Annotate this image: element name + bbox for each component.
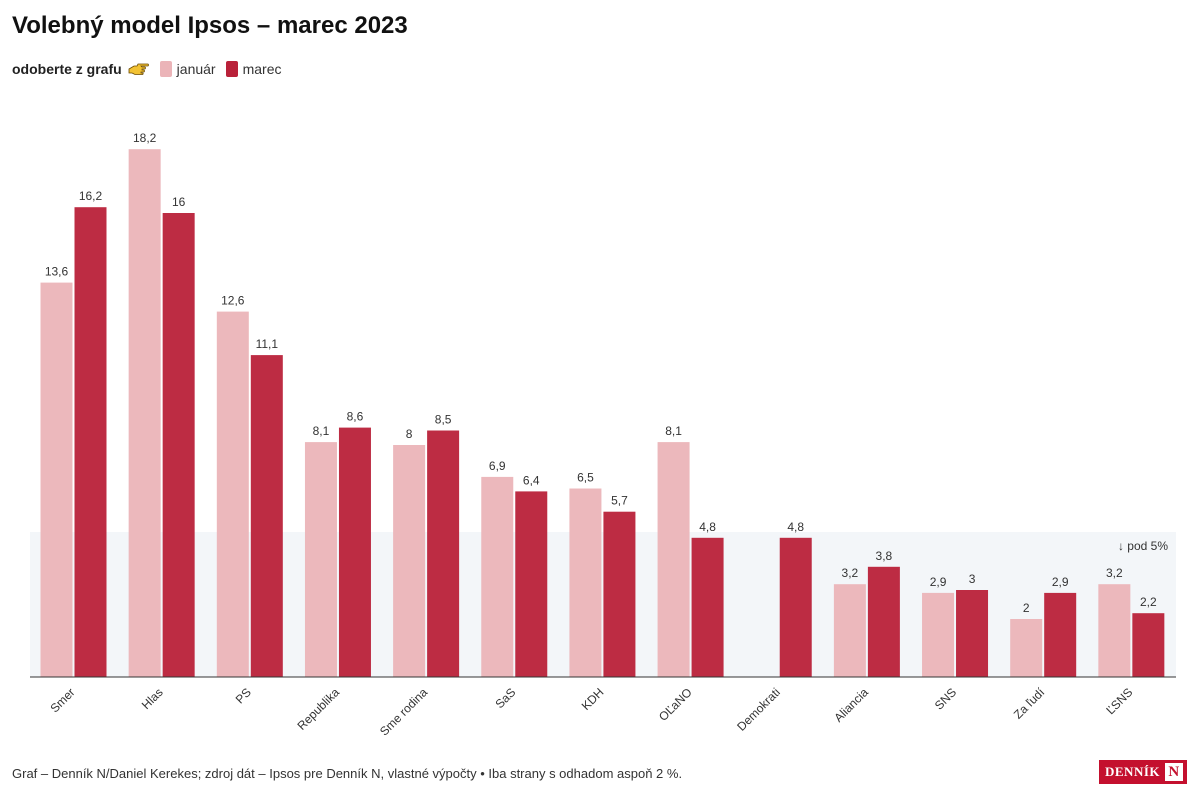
bar-januar xyxy=(40,282,73,677)
x-tick-label: Aliancia xyxy=(831,685,871,725)
data-label-januar: 6,9 xyxy=(489,459,506,473)
data-label-januar: 8 xyxy=(406,427,413,441)
data-label-marec: 11,1 xyxy=(256,337,279,351)
bar-januar xyxy=(481,476,514,677)
data-label-marec: 8,5 xyxy=(435,413,452,427)
data-label-marec: 4,8 xyxy=(787,520,804,534)
bar-januar xyxy=(304,442,337,677)
bar-januar xyxy=(922,592,955,677)
legend-item-marec[interactable]: marec xyxy=(225,61,282,77)
data-label-januar: 13,6 xyxy=(45,265,69,279)
data-label-marec: 16,2 xyxy=(79,189,103,203)
data-label-januar: 3,2 xyxy=(1106,566,1123,580)
legend-swatch-marec xyxy=(225,61,238,77)
bar-januar xyxy=(216,311,249,677)
pointing-hand-icon xyxy=(128,62,150,76)
legend-label-januar: január xyxy=(176,61,216,77)
dennik-n-logo: DENNÍK N xyxy=(1099,760,1187,784)
data-label-januar: 6,5 xyxy=(577,471,594,485)
data-label-januar: 18,2 xyxy=(133,131,157,145)
x-tick-label: Za ľudí xyxy=(1011,685,1048,722)
bar-januar xyxy=(657,442,690,677)
data-label-marec: 3 xyxy=(969,572,976,586)
data-label-januar: 8,1 xyxy=(665,424,682,438)
bar-marec xyxy=(74,207,107,677)
data-label-marec: 6,4 xyxy=(523,473,540,487)
data-label-marec: 4,8 xyxy=(699,520,716,534)
data-label-marec: 2,9 xyxy=(1052,575,1069,589)
x-tick-label: SNS xyxy=(932,685,959,712)
bar-marec xyxy=(603,511,636,677)
bar-marec xyxy=(1132,613,1165,677)
threshold-label: ↓ pod 5% xyxy=(1118,539,1168,553)
legend-label-marec: marec xyxy=(242,61,282,77)
legend-item-januar[interactable]: január xyxy=(159,61,216,77)
bar-marec xyxy=(162,213,195,677)
bar-marec xyxy=(427,430,460,677)
data-label-januar: 8,1 xyxy=(313,424,330,438)
data-label-januar: 2,9 xyxy=(930,575,947,589)
data-label-januar: 12,6 xyxy=(221,294,245,308)
bar-marec xyxy=(956,590,989,677)
bar-januar xyxy=(393,445,426,677)
bar-marec xyxy=(250,355,283,677)
data-label-marec: 3,8 xyxy=(876,549,893,563)
data-label-marec: 5,7 xyxy=(611,494,628,508)
x-tick-label: Republika xyxy=(294,685,342,733)
bar-marec xyxy=(779,537,812,677)
x-tick-label: ĽSNS xyxy=(1103,685,1135,717)
x-tick-label: KDH xyxy=(579,685,607,713)
x-tick-label: Sme rodina xyxy=(377,685,431,739)
bar-marec xyxy=(867,566,900,677)
bar-marec xyxy=(515,491,548,677)
x-tick-label: Hlas xyxy=(139,685,166,712)
data-label-januar: 3,2 xyxy=(842,566,859,580)
data-label-marec: 16 xyxy=(172,195,186,209)
x-tick-label: PS xyxy=(233,685,254,706)
data-label-marec: 2,2 xyxy=(1140,595,1157,609)
x-tick-label: SaS xyxy=(492,685,518,711)
logo-text: DENNÍK xyxy=(1105,764,1161,779)
bar-marec xyxy=(338,427,371,677)
bar-marec xyxy=(1044,592,1077,677)
data-label-januar: 2 xyxy=(1023,601,1030,615)
footer-credit: Graf – Denník N/Daniel Kerekes; zdroj dá… xyxy=(12,766,683,781)
bar-marec xyxy=(691,537,724,677)
chart-title: Volebný model Ipsos – marec 2023 xyxy=(12,12,408,39)
bar-januar xyxy=(128,149,161,677)
bar-januar xyxy=(1098,584,1131,677)
legend: odoberte z grafu január marec xyxy=(12,60,292,78)
logo-mark: N xyxy=(1165,763,1183,781)
legend-swatch-januar xyxy=(159,61,172,77)
x-tick-label: Demokrati xyxy=(734,685,783,734)
x-tick-label: OĽaNO xyxy=(656,685,695,724)
bar-januar xyxy=(1010,619,1043,677)
data-label-marec: 8,6 xyxy=(347,410,364,424)
threshold-band xyxy=(30,532,1176,677)
bar-januar xyxy=(569,488,602,677)
legend-hint: odoberte z grafu xyxy=(12,61,122,77)
bar-januar xyxy=(833,584,866,677)
x-tick-label: Smer xyxy=(47,685,77,715)
